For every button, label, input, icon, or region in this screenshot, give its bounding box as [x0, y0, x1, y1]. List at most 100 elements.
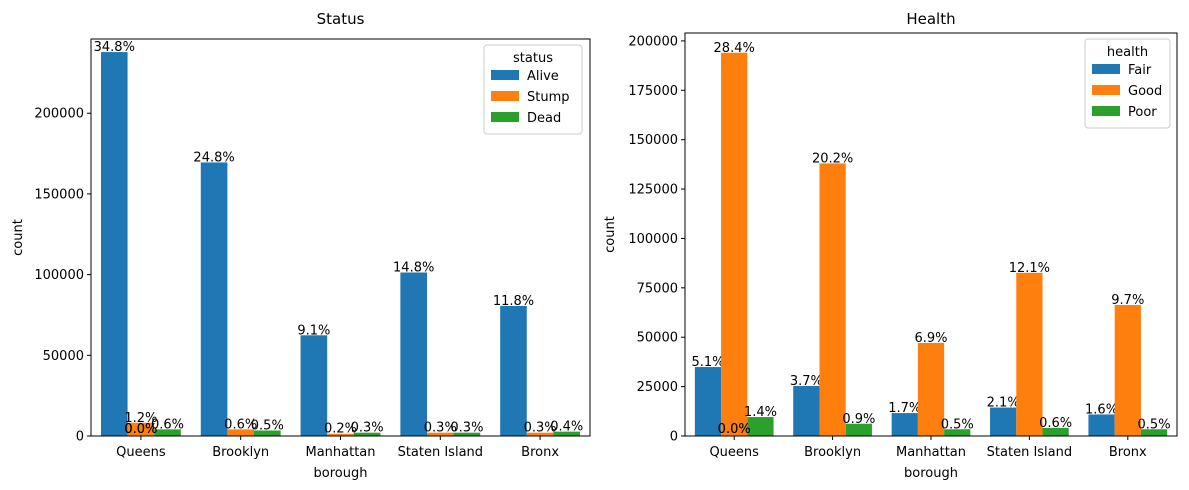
data-label: 9.7% — [1111, 293, 1144, 308]
y-tick-label: 150000 — [628, 133, 678, 148]
bar-poor-2 — [944, 429, 971, 436]
data-label: 1.6% — [1085, 402, 1118, 417]
data-label: 0.5% — [251, 419, 284, 434]
data-label: 0.4% — [550, 420, 583, 435]
bar-dead-4 — [553, 431, 581, 436]
data-label: 0.9% — [842, 412, 875, 427]
bar-alive-3 — [400, 272, 427, 436]
y-tick-label: 0 — [76, 430, 84, 445]
legend-swatch-poor — [1092, 106, 1120, 116]
data-label: 0.3% — [424, 421, 457, 436]
y-tick-label: 25000 — [637, 380, 678, 395]
legend: health Fair Good Poor — [1084, 38, 1171, 129]
bar-stump-3 — [426, 432, 454, 436]
legend-box — [483, 44, 583, 135]
legend-label: Fair — [1128, 63, 1152, 78]
x-tick-label: Staten Island — [987, 445, 1072, 460]
y-tick-label: 150000 — [34, 187, 84, 202]
legend-title: status — [513, 51, 553, 66]
bar-dead-0 — [154, 429, 181, 436]
data-label: 24.8% — [193, 150, 234, 165]
bar-poor-3 — [1042, 427, 1069, 436]
legend-swatch-good — [1092, 85, 1120, 95]
data-label: 2.1% — [987, 396, 1020, 411]
bar-poor-1 — [845, 423, 872, 436]
legend: status Alive Stump Dead — [483, 44, 583, 135]
chart-title: Health — [906, 10, 955, 28]
data-label: 0.3% — [524, 421, 557, 436]
legend-swatch-dead — [491, 112, 519, 122]
bar-fair-3 — [990, 407, 1017, 436]
status-chart: 34.8% 24.8% 9.1% 14.8% 11.8% 1.2% 0.6% 0.2% 0.3%… — [11, 10, 591, 481]
bar-alive-2 — [300, 335, 328, 436]
x-tick-label: Queens — [709, 445, 759, 460]
data-label: 0.6% — [1039, 416, 1072, 431]
data-label: 11.8% — [493, 294, 534, 309]
data-label: 0.2% — [324, 422, 357, 437]
data-label: 1.2% — [124, 411, 157, 426]
y-tick-label: 50000 — [43, 349, 84, 364]
data-label: 3.7% — [790, 374, 823, 389]
bar-fair-0 — [694, 367, 722, 436]
data-label: 20.2% — [812, 151, 853, 166]
data-label-zero: 0.0% — [124, 422, 157, 437]
legend-swatch-stump — [491, 91, 519, 101]
bar-good-2 — [917, 342, 945, 436]
data-label-zero: 0.0% — [718, 422, 751, 437]
bar-dead-1 — [254, 430, 281, 436]
y-tick-label: 100000 — [34, 268, 84, 283]
x-tick-label: Bronx — [521, 445, 559, 460]
x-tick-label: Manhattan — [896, 445, 966, 460]
y-tick-label: 0 — [670, 430, 678, 445]
bar-good-1 — [819, 163, 846, 436]
x-tick-label: Queens — [116, 445, 166, 460]
data-label: 0.5% — [941, 417, 974, 432]
bar-dead-2 — [353, 432, 381, 436]
data-label-zero: 0.0% — [124, 422, 157, 437]
bar-stump-1 — [227, 429, 254, 436]
x-tick-label: Staten Island — [398, 445, 483, 460]
bar-alive-0 — [100, 52, 128, 436]
x-axis-label: borough — [314, 466, 368, 481]
bar-alive-4 — [500, 305, 527, 436]
data-label: 14.8% — [393, 261, 434, 276]
legend-label: Stump — [527, 90, 570, 105]
bar-good-0 — [721, 52, 748, 436]
data-label: 34.8% — [94, 40, 135, 55]
y-axis-label: count — [603, 216, 618, 253]
data-label: 1.7% — [888, 401, 921, 416]
data-label: 6.9% — [914, 331, 947, 346]
bar-good-4 — [1114, 305, 1141, 436]
legend-box — [1084, 38, 1171, 129]
bar-fair-4 — [1088, 414, 1115, 436]
data-label: 0.6% — [224, 417, 257, 432]
y-tick-label: 50000 — [637, 331, 678, 346]
legend-swatch-fair — [1092, 64, 1120, 74]
data-label: 12.1% — [1009, 261, 1050, 276]
bar-poor-4 — [1140, 429, 1168, 436]
data-label: 5.1% — [691, 355, 724, 370]
legend-label: Good — [1128, 84, 1162, 99]
data-label: 28.4% — [714, 41, 755, 56]
data-label: 0.5% — [1138, 417, 1171, 432]
legend-title: health — [1107, 45, 1148, 60]
y-tick-label: 100000 — [628, 232, 678, 247]
y-tick-label: 175000 — [628, 84, 678, 99]
y-tick-label: 200000 — [34, 107, 84, 122]
chart-title: Status — [317, 10, 365, 28]
bar-poor-0 — [747, 417, 774, 436]
legend-label: Alive — [527, 69, 559, 84]
y-tick-label: 125000 — [628, 183, 678, 198]
legend-label: Poor — [1128, 105, 1157, 120]
bar-good-3 — [1016, 272, 1043, 436]
data-label-zero: 0.0% — [718, 422, 751, 437]
y-tick-label: 200000 — [628, 34, 678, 49]
bar-fair-2 — [891, 413, 918, 436]
x-tick-label: Manhattan — [305, 445, 375, 460]
x-tick-label: Bronx — [1109, 445, 1147, 460]
data-label: 9.1% — [297, 323, 330, 338]
x-axis-label: borough — [904, 466, 958, 481]
legend-swatch-alive — [491, 70, 519, 80]
data-label: 1.4% — [744, 405, 777, 420]
